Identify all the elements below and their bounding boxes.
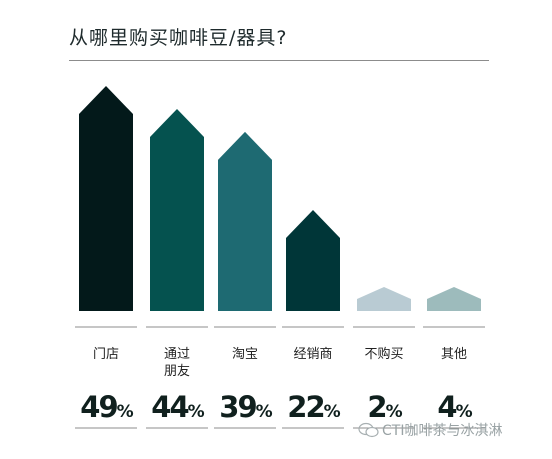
- watermark: CTI咖啡茶与冰淇淋: [358, 420, 502, 440]
- value-label: 49%: [80, 390, 133, 424]
- bar-淘宝: [218, 131, 272, 311]
- value-label: 22%: [287, 390, 340, 424]
- category-label: 淘宝: [232, 347, 258, 362]
- chart-title: 从哪里购买咖啡豆/器具?: [69, 27, 288, 49]
- title-divider: [69, 60, 489, 61]
- bar-通过朋友: [150, 108, 204, 311]
- value-label: 44%: [151, 390, 204, 424]
- category-label: 通过朋友: [164, 347, 190, 379]
- category-label: 门店: [93, 347, 119, 362]
- wechat-icon: [358, 422, 380, 438]
- bar-门店: [79, 86, 133, 311]
- watermark-text: CTI咖啡茶与冰淇淋: [382, 423, 503, 439]
- category-label: 不购买: [364, 346, 403, 362]
- value-label: 39%: [219, 390, 272, 424]
- bar-不购买: [357, 287, 411, 311]
- value-label: 4%: [437, 390, 472, 424]
- category-label: 其他: [441, 347, 467, 362]
- bar-经销商: [286, 209, 340, 311]
- bar-其他: [427, 287, 481, 311]
- value-label: 2%: [367, 390, 402, 424]
- category-label: 经销商: [293, 347, 332, 362]
